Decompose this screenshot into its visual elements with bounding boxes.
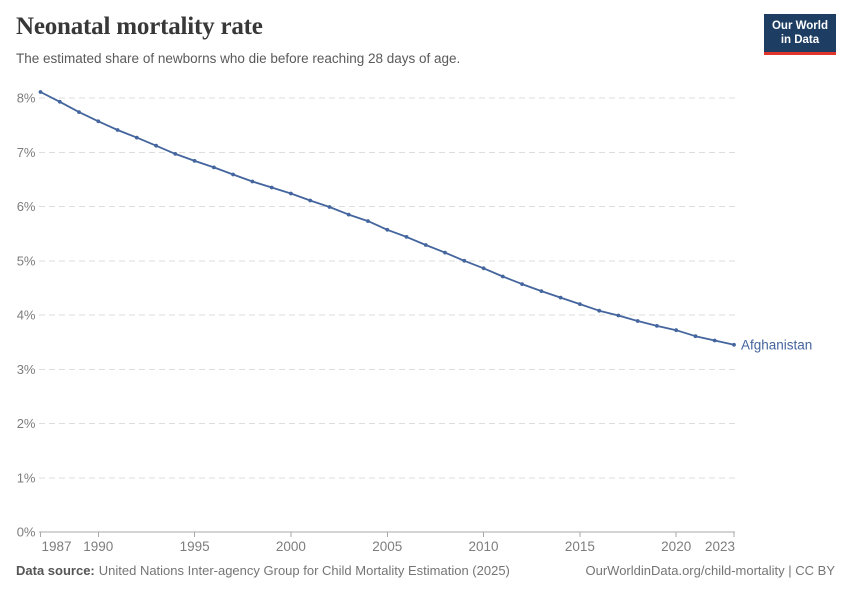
x-axis-tick-label: 2005: [372, 539, 402, 554]
data-point[interactable]: [423, 243, 428, 247]
data-point[interactable]: [134, 135, 139, 140]
data-point[interactable]: [655, 324, 659, 328]
data-point[interactable]: [712, 338, 717, 343]
y-axis-tick-label: 4%: [17, 308, 36, 323]
data-point[interactable]: [693, 334, 698, 339]
data-line-afghanistan[interactable]: [39, 91, 735, 346]
x-axis-tick-label: 2015: [565, 539, 595, 554]
data-point[interactable]: [115, 128, 120, 132]
x-axis-tick-label: 1990: [83, 539, 113, 554]
data-point[interactable]: [404, 235, 409, 239]
y-axis-tick-label: 6%: [17, 199, 36, 214]
y-axis-tick-label: 5%: [17, 253, 36, 268]
x-axis-tick-label: 1995: [180, 539, 210, 554]
x-axis-tick-label: 2000: [276, 539, 306, 554]
data-point[interactable]: [289, 191, 293, 196]
data-source: Data source: United Nations Inter-agency …: [16, 563, 510, 578]
data-source-label: Data source:: [16, 563, 95, 578]
data-point[interactable]: [308, 198, 313, 203]
data-point[interactable]: [443, 250, 447, 255]
data-point[interactable]: [192, 159, 197, 163]
y-axis-tick-label: 7%: [17, 145, 36, 160]
y-axis-tick-label: 1%: [17, 470, 36, 485]
data-point[interactable]: [732, 342, 736, 347]
y-axis-tick-label: 3%: [17, 362, 36, 377]
data-point[interactable]: [481, 266, 486, 271]
data-point[interactable]: [231, 172, 236, 177]
footer-link[interactable]: OurWorldinData.org/child-mortality | CC …: [585, 563, 836, 578]
data-point[interactable]: [578, 302, 582, 306]
data-point[interactable]: [96, 119, 101, 124]
data-point[interactable]: [558, 295, 563, 300]
data-point[interactable]: [539, 289, 544, 293]
data-point[interactable]: [57, 99, 62, 104]
data-point[interactable]: [346, 212, 351, 217]
data-point[interactable]: [520, 282, 524, 286]
data-point[interactable]: [500, 274, 505, 279]
data-point[interactable]: [462, 258, 467, 263]
data-point[interactable]: [635, 319, 640, 323]
y-axis-tick-label: 8%: [17, 91, 36, 106]
data-point[interactable]: [366, 219, 370, 224]
data-point[interactable]: [597, 308, 602, 313]
owid-logo-line2: in Data: [780, 34, 820, 47]
x-axis-tick-label: 1987: [42, 539, 72, 554]
owid-logo-line1: Our World: [771, 20, 828, 32]
data-point[interactable]: [173, 152, 178, 156]
chart-footer: Data source: United Nations Inter-agency …: [16, 563, 835, 578]
data-point[interactable]: [616, 313, 621, 318]
data-point[interactable]: [385, 227, 390, 232]
data-point[interactable]: [154, 143, 159, 148]
data-point[interactable]: [674, 328, 679, 333]
data-point[interactable]: [269, 185, 274, 190]
data-point[interactable]: [212, 165, 216, 170]
x-axis-tick-label: 2020: [661, 539, 691, 554]
data-source-text: United Nations Inter-agency Group for Ch…: [98, 563, 510, 578]
chart-subtitle: The estimated share of newborns who die …: [16, 51, 461, 66]
x-axis-tick-label: 2010: [469, 539, 499, 554]
data-point[interactable]: [250, 179, 255, 184]
data-point[interactable]: [38, 90, 43, 94]
entity-label-afghanistan[interactable]: Afghanistan: [741, 337, 812, 352]
y-axis-tick-label: 0%: [17, 525, 36, 540]
y-axis-tick-label: 2%: [17, 416, 36, 431]
data-point[interactable]: [327, 205, 332, 209]
owid-logo[interactable]: Our World in Data: [763, 14, 836, 55]
data-point[interactable]: [77, 110, 81, 114]
page-title: Neonatal mortality rate: [16, 13, 263, 40]
x-axis-tick-label: 2023: [705, 539, 735, 554]
